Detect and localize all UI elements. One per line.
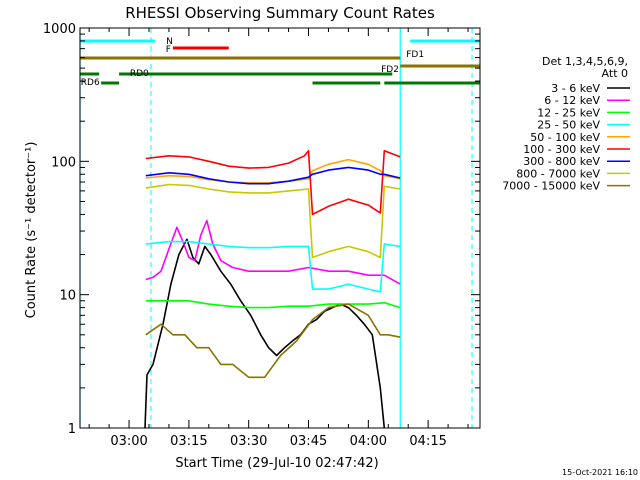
legend-title: Att 0: [602, 67, 628, 80]
series-line-3: [145, 300, 401, 309]
flag-label-f: F: [166, 45, 171, 55]
series-group: [144, 150, 401, 429]
legend-entry-label: 800 - 7000 keV: [516, 167, 600, 180]
legend-entry-label: 7000 - 15000 keV: [502, 180, 600, 193]
flag-label-n: N: [166, 37, 173, 47]
series-line-1: [144, 238, 386, 429]
legend-entry-label: 300 - 800 keV: [523, 155, 600, 168]
legend-entry-label: 3 - 6 keV: [551, 82, 600, 95]
x-tick-label: 03:30: [230, 434, 267, 449]
series-line-6: [145, 150, 401, 216]
legend-entry-label: 25 - 50 keV: [537, 119, 600, 132]
x-tick-label: 03:45: [290, 434, 327, 449]
legend-entry-label: 12 - 25 keV: [537, 106, 600, 119]
y-axis-label: Count Rate (s⁻¹ detector⁻¹): [24, 142, 39, 319]
series-line-8: [145, 183, 401, 259]
x-tick-label: 03:15: [170, 434, 207, 449]
y-tick-label: 100: [51, 155, 76, 170]
legend-title: Det 1,3,4,5,6,9,: [542, 55, 628, 68]
flag-label-rd0: RD0: [130, 69, 149, 79]
x-axis-label: Start Time (29-Jul-10 02:47:42): [175, 456, 378, 471]
y-tick-label: 1: [68, 422, 76, 437]
x-tick-label: 03:00: [110, 434, 147, 449]
series-line-7: [145, 166, 401, 185]
legend-entry-label: 6 - 12 keV: [544, 94, 600, 107]
axes: 1 10 100 1000 03:00 03:15 03:30 03:45 04:00 04:15: [43, 22, 480, 449]
flag-label-rd6: RD6: [81, 78, 100, 88]
chart-title: RHESSI Observing Summary Count Rates: [125, 4, 435, 22]
series-line-9: [145, 303, 401, 379]
flag-label-fd1: FD1: [406, 50, 424, 60]
legend-entry-label: 50 - 100 keV: [530, 131, 600, 144]
timestamp-label: 15-Oct-2021 16:10: [562, 468, 638, 477]
legend-entry-label: 100 - 300 keV: [523, 143, 600, 156]
series-line-2: [145, 219, 401, 285]
y-tick-label: 10: [59, 289, 76, 304]
plot-frame: [79, 27, 481, 429]
x-tick-label: 04:15: [409, 434, 446, 449]
y-tick-label: 1000: [43, 22, 76, 37]
x-tick-label: 04:00: [350, 434, 387, 449]
series-line-4: [145, 240, 401, 293]
flag-label-fd2: FD2: [381, 65, 399, 75]
flag-bars: NF FD1 FD2 RD0 RD6: [80, 37, 480, 88]
